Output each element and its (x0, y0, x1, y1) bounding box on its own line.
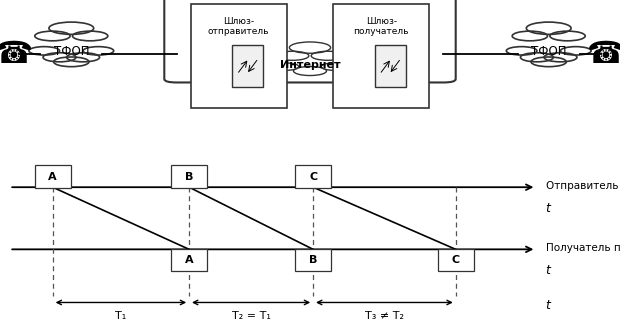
Circle shape (49, 22, 94, 34)
FancyBboxPatch shape (232, 45, 263, 87)
Circle shape (512, 31, 547, 41)
FancyBboxPatch shape (334, 4, 429, 108)
FancyBboxPatch shape (171, 249, 207, 271)
Circle shape (73, 31, 108, 41)
FancyBboxPatch shape (295, 165, 331, 188)
Circle shape (507, 47, 537, 55)
Text: B: B (309, 255, 317, 265)
FancyBboxPatch shape (191, 4, 286, 108)
Text: Шлюз-
отправитель: Шлюз- отправитель (208, 17, 270, 36)
Text: C: C (309, 172, 317, 181)
Text: ТФОП: ТФОП (53, 44, 89, 58)
Text: ☎: ☎ (587, 40, 620, 69)
Circle shape (83, 47, 113, 55)
FancyBboxPatch shape (295, 249, 331, 271)
Text: Шлюз-
получатель: Шлюз- получатель (353, 17, 409, 36)
FancyBboxPatch shape (164, 0, 456, 82)
Text: ☎: ☎ (0, 40, 33, 69)
Circle shape (43, 53, 76, 62)
FancyBboxPatch shape (171, 165, 207, 188)
Circle shape (53, 57, 89, 67)
Circle shape (321, 63, 348, 70)
Text: C: C (451, 255, 460, 265)
Text: T₂ = T₁: T₂ = T₁ (232, 311, 270, 320)
Circle shape (29, 47, 60, 55)
FancyBboxPatch shape (375, 45, 405, 87)
Text: T₁: T₁ (115, 311, 126, 320)
Circle shape (544, 53, 577, 62)
Text: A: A (48, 172, 57, 181)
Text: Получатель принимает: Получатель принимает (546, 243, 620, 253)
Text: T₃ ≠ T₂: T₃ ≠ T₂ (365, 311, 404, 320)
Circle shape (276, 51, 309, 60)
FancyBboxPatch shape (35, 165, 71, 188)
Circle shape (272, 63, 299, 70)
Text: B: B (185, 172, 193, 181)
Text: t: t (546, 202, 551, 215)
FancyBboxPatch shape (438, 249, 474, 271)
Text: A: A (185, 255, 193, 265)
Circle shape (311, 51, 344, 60)
Text: ТФОП: ТФОП (531, 44, 567, 58)
Circle shape (35, 31, 70, 41)
Circle shape (520, 53, 554, 62)
Circle shape (293, 66, 327, 76)
Text: t: t (546, 299, 551, 312)
Text: t: t (546, 264, 551, 277)
Circle shape (560, 47, 591, 55)
Circle shape (290, 42, 330, 53)
Circle shape (550, 31, 585, 41)
Text: Отправитель передает: Отправитель передает (546, 181, 620, 191)
Circle shape (526, 22, 571, 34)
Circle shape (66, 53, 100, 62)
Text: Интернет: Интернет (280, 60, 340, 70)
Circle shape (531, 57, 567, 67)
